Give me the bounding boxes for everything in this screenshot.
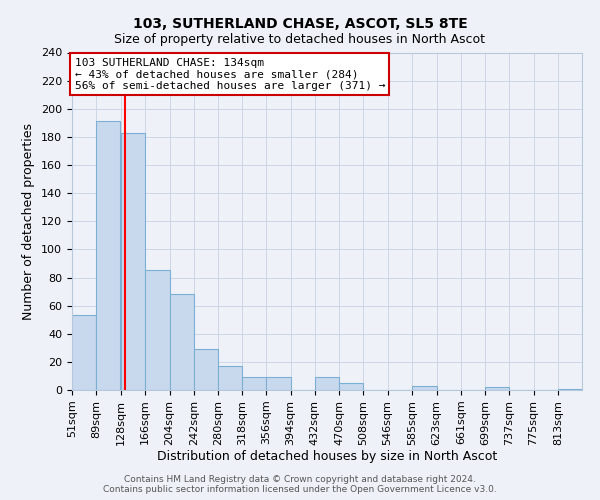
Bar: [315, 378, 339, 390]
Text: Contains HM Land Registry data © Crown copyright and database right 2024.
Contai: Contains HM Land Registry data © Crown c…: [103, 474, 497, 494]
Text: 103 SUTHERLAND CHASE: 134sqm
← 43% of detached houses are smaller (284)
56% of s: 103 SUTHERLAND CHASE: 134sqm ← 43% of de…: [74, 58, 385, 91]
Bar: [96, 122, 121, 390]
Bar: [412, 386, 437, 390]
Bar: [485, 387, 509, 390]
Y-axis label: Number of detached properties: Number of detached properties: [22, 122, 35, 320]
Bar: [339, 383, 364, 390]
Bar: [218, 366, 242, 390]
Text: Size of property relative to detached houses in North Ascot: Size of property relative to detached ho…: [115, 32, 485, 46]
Text: 103, SUTHERLAND CHASE, ASCOT, SL5 8TE: 103, SUTHERLAND CHASE, ASCOT, SL5 8TE: [133, 18, 467, 32]
X-axis label: Distribution of detached houses by size in North Ascot: Distribution of detached houses by size …: [157, 450, 497, 464]
Bar: [145, 270, 170, 390]
Bar: [558, 388, 582, 390]
Bar: [266, 378, 290, 390]
Bar: [170, 294, 194, 390]
Bar: [121, 132, 145, 390]
Bar: [194, 349, 218, 390]
Bar: [242, 378, 266, 390]
Bar: [72, 316, 96, 390]
